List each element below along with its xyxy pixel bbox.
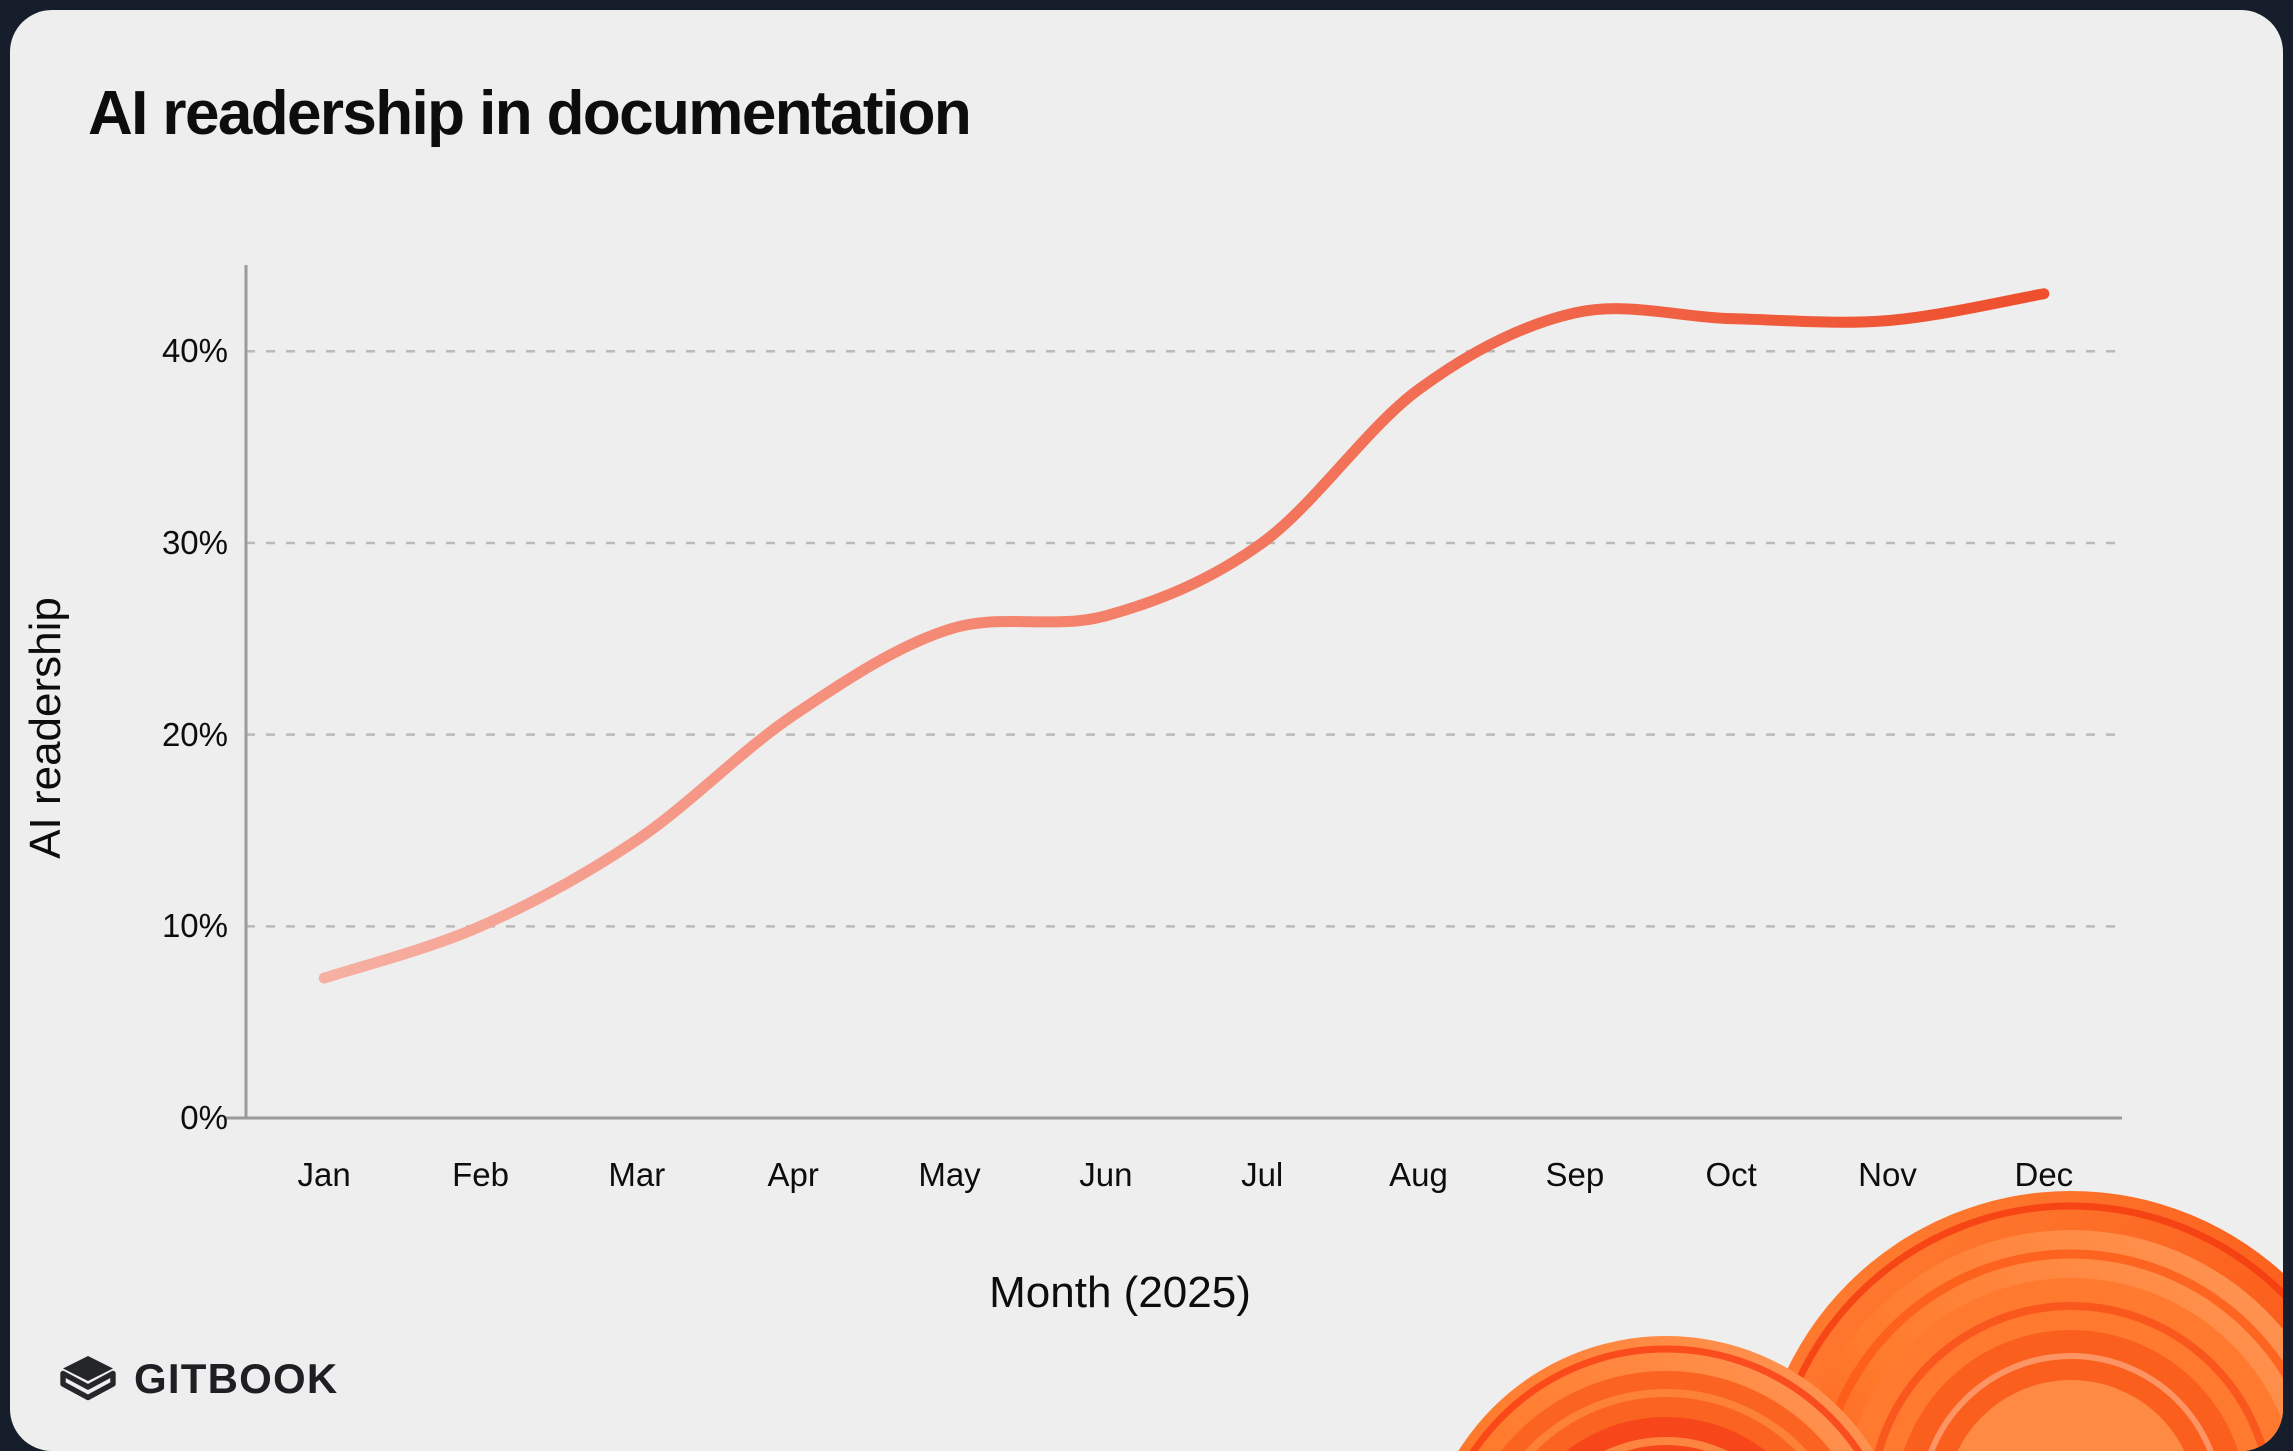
chart-canvas: [224, 265, 2122, 1120]
y-axis-tick-label: 10%: [161, 907, 228, 945]
x-axis-tick-label: Apr: [767, 1156, 819, 1193]
page-title: AI readership in documentation: [88, 79, 972, 148]
y-axis-tick-label: 30%: [161, 523, 228, 561]
y-axis-tick-label: 20%: [161, 715, 228, 753]
series-line-ai-readership: [318, 288, 2050, 984]
x-axis-tick-label: Jan: [297, 1156, 351, 1193]
x-axis-tick-label: Nov: [1858, 1156, 1917, 1193]
brand-name: GITBOOK: [134, 1355, 339, 1402]
line-chart: 0% 10% 20% 30% 40% Jan Feb Mar Apr May Jun Jul Aug S…: [10, 10, 2283, 1451]
y-axis-tick-label: 0%: [180, 1099, 228, 1136]
x-axis-tick-label: Aug: [1389, 1156, 1448, 1193]
x-axis-title: Month (2025): [989, 1268, 1251, 1317]
gitbook-stacked-books-icon: [60, 1356, 116, 1401]
x-axis-tick-label: Jun: [1079, 1156, 1133, 1193]
x-axis-tick-label: Feb: [452, 1156, 509, 1193]
chart-card: AI readership in documentation: [10, 10, 2283, 1451]
x-axis-tick-label: May: [918, 1156, 981, 1193]
y-axis-title: AI readership: [21, 597, 70, 859]
x-axis-tick-label: Jul: [1241, 1156, 1284, 1193]
x-axis-tick-label: Dec: [2014, 1156, 2074, 1193]
brand-logo: GITBOOK: [60, 1351, 338, 1407]
x-axis-tick-label: Oct: [1705, 1156, 1757, 1193]
x-axis-tick-label: Mar: [608, 1156, 666, 1193]
x-axis-tick-label: Sep: [1545, 1156, 1605, 1193]
gridlines: [246, 350, 2122, 928]
y-axis-tick-label: 40%: [161, 332, 228, 370]
